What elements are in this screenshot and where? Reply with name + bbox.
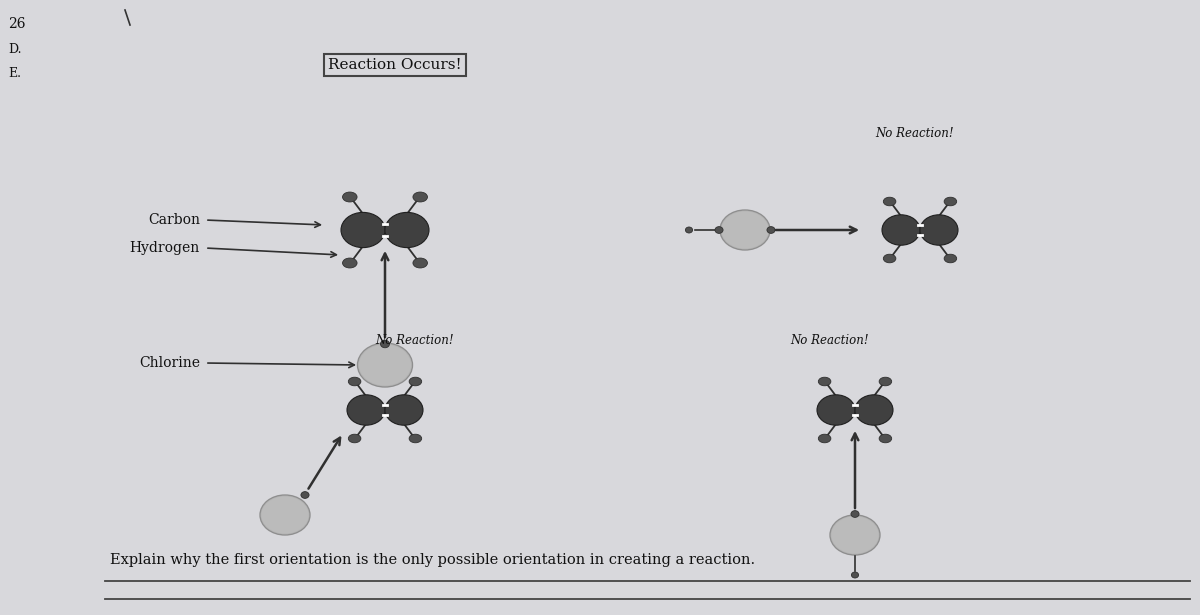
Ellipse shape — [883, 197, 896, 206]
Ellipse shape — [852, 572, 859, 578]
Ellipse shape — [347, 395, 385, 425]
Text: D.: D. — [8, 43, 22, 56]
Ellipse shape — [341, 212, 385, 248]
Ellipse shape — [380, 340, 390, 347]
Ellipse shape — [301, 491, 310, 498]
Ellipse shape — [385, 395, 424, 425]
Text: E.: E. — [8, 67, 22, 80]
Ellipse shape — [685, 227, 692, 233]
Ellipse shape — [348, 377, 361, 386]
Text: No Reaction!: No Reaction! — [376, 333, 455, 346]
Ellipse shape — [944, 254, 956, 263]
Ellipse shape — [342, 258, 358, 268]
Ellipse shape — [883, 254, 896, 263]
Ellipse shape — [830, 515, 880, 555]
Ellipse shape — [413, 192, 427, 202]
Ellipse shape — [880, 434, 892, 443]
Ellipse shape — [920, 215, 958, 245]
Ellipse shape — [358, 343, 413, 387]
Ellipse shape — [767, 226, 775, 233]
Text: Hydrogen: Hydrogen — [130, 241, 200, 255]
Ellipse shape — [409, 377, 421, 386]
Ellipse shape — [409, 434, 421, 443]
Ellipse shape — [348, 434, 361, 443]
Text: 26: 26 — [8, 17, 25, 31]
Ellipse shape — [342, 192, 358, 202]
Ellipse shape — [882, 215, 920, 245]
Ellipse shape — [385, 212, 430, 248]
Text: Reaction Occurs!: Reaction Occurs! — [328, 58, 462, 72]
Ellipse shape — [851, 510, 859, 517]
Text: No Reaction!: No Reaction! — [791, 333, 869, 346]
Ellipse shape — [260, 495, 310, 535]
Text: No Reaction!: No Reaction! — [876, 127, 954, 140]
Ellipse shape — [854, 395, 893, 425]
Ellipse shape — [715, 226, 724, 233]
Ellipse shape — [413, 258, 427, 268]
Text: Carbon: Carbon — [148, 213, 200, 227]
Ellipse shape — [817, 395, 856, 425]
Ellipse shape — [944, 197, 956, 206]
Ellipse shape — [818, 434, 830, 443]
Ellipse shape — [720, 210, 770, 250]
Text: Explain why the first orientation is the only possible orientation in creating a: Explain why the first orientation is the… — [110, 553, 755, 567]
Ellipse shape — [818, 377, 830, 386]
Ellipse shape — [880, 377, 892, 386]
Text: Chlorine: Chlorine — [139, 356, 200, 370]
